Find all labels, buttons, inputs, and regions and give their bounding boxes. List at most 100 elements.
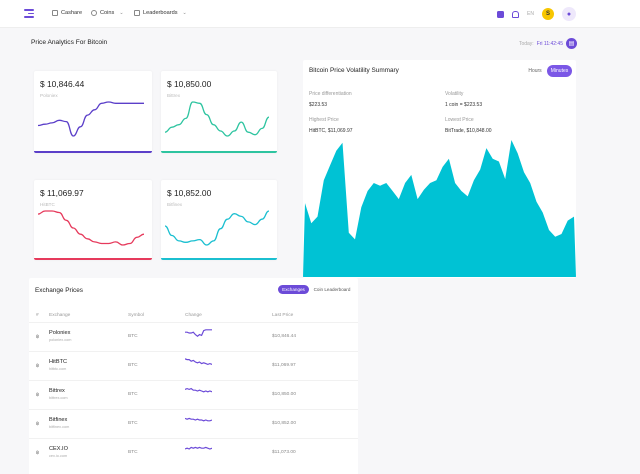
price-card-hitbtc[interactable]: $ 11,069.97 HitBTC <box>34 180 152 260</box>
sparkline-path <box>185 417 212 422</box>
price-card-bitfinex[interactable]: $ 10,852.00 Bitfinex <box>161 180 277 260</box>
price-sparkline <box>37 101 144 137</box>
stat-label: Volatility <box>445 91 464 97</box>
stat-label: Lowest Price <box>445 117 474 123</box>
exchange-last-price: $10,850.00 <box>272 392 297 397</box>
table-row[interactable]: ฿ CEX.IO cex.io.com BTC $11,073.00 <box>29 438 358 466</box>
change-sparkline <box>185 417 212 422</box>
stat-price-differentiation: Price differentiation $223.53 <box>309 91 352 108</box>
col-symbol[interactable]: Symbol <box>128 313 144 318</box>
exchange-url: poloniex.com <box>49 338 72 342</box>
price-sparkline <box>164 210 270 246</box>
nav-leaderboards[interactable]: Leaderboards ⌄ <box>134 10 187 16</box>
stat-value: BitTrade, $10,848.00 <box>445 128 492 134</box>
col-index: # <box>36 313 39 318</box>
price-sparkline <box>164 101 270 137</box>
top-right-actions: EN S ● <box>497 7 576 21</box>
nav-coins[interactable]: Coins ⌄ <box>91 10 124 16</box>
bitcoin-icon: ฿ <box>36 363 40 369</box>
date-label: Today: <box>518 40 534 47</box>
dashboard-icon <box>52 10 58 16</box>
tab-exchanges[interactable]: Exchanges <box>278 285 309 294</box>
card-baseline <box>161 151 277 153</box>
wallet-icon[interactable] <box>497 10 505 18</box>
minutes-toggle[interactable]: Minutes <box>547 65 572 77</box>
stat-label: Highest Price <box>309 117 339 123</box>
exchange-name[interactable]: HitBTC <box>49 359 68 365</box>
volatility-title: Bitcoin Price Volatility Summary <box>309 67 399 74</box>
bell-icon[interactable] <box>512 10 520 18</box>
price-card-bittrex[interactable]: $ 10,850.00 Bittrex <box>161 71 277 153</box>
exchange-url: hitbtc.com <box>49 367 67 371</box>
card-exchange: Poloniex <box>40 93 58 98</box>
leaderboard-icon <box>134 10 140 16</box>
card-price: $ 10,846.44 <box>40 79 85 89</box>
calendar-icon[interactable]: ▤ <box>566 38 577 49</box>
exchange-name[interactable]: Bitfinex <box>49 417 68 423</box>
price-sparkline <box>37 210 145 246</box>
sparkline-path <box>185 387 212 393</box>
date-time: Fri 11:42:45 <box>536 40 563 47</box>
exchange-prices-panel: Exchange Prices Exchanges Coin Leaderboa… <box>29 278 358 474</box>
card-baseline <box>161 258 277 260</box>
exchange-name[interactable]: Poloniex <box>49 330 71 336</box>
date-display: Today: Fri 11:42:45 ▤ <box>519 38 577 49</box>
col-last-price[interactable]: Last Price <box>272 313 294 318</box>
nav-cashare[interactable]: Cashare <box>52 10 82 16</box>
price-card-poloniex[interactable]: $ 10,846.44 Poloniex <box>34 71 152 153</box>
stat-volatility: Volatility 1 coin = $223.53 <box>445 91 482 108</box>
bitcoin-icon: ฿ <box>36 450 40 456</box>
hours-toggle[interactable]: Hours <box>528 68 542 74</box>
change-sparkline <box>185 358 212 366</box>
exchange-symbol: BTC <box>128 363 138 368</box>
card-baseline <box>34 151 152 153</box>
exchange-prices-title: Exchange Prices <box>35 287 83 294</box>
exchange-symbol: BTC <box>128 421 138 426</box>
col-exchange[interactable]: Exchange <box>49 313 71 318</box>
nav-coins-label: Coins <box>100 10 115 16</box>
menu-icon[interactable] <box>24 9 34 18</box>
chevron-down-icon: ⌄ <box>119 10 124 16</box>
card-price: $ 11,069.97 <box>40 188 84 198</box>
sparkline-path <box>164 210 270 246</box>
stat-highest-price: Highest Price HitBTC, $11,069.97 <box>309 117 353 134</box>
col-change[interactable]: Change <box>185 313 202 318</box>
top-bar: Cashare Coins ⌄ Leaderboards ⌄ EN S ● <box>0 0 640 28</box>
language-selector[interactable]: EN <box>527 11 534 17</box>
change-sparkline <box>185 329 212 337</box>
sparkline-path <box>164 101 270 137</box>
table-row[interactable]: ฿ Bittrex bittrex.com BTC $10,850.00 <box>29 380 358 408</box>
exchange-last-price: $10,852.00 <box>272 421 297 426</box>
chevron-down-icon: ⌄ <box>182 10 187 16</box>
change-sparkline <box>185 446 212 450</box>
sparkline-path <box>37 101 144 137</box>
exchange-symbol: BTC <box>128 392 138 397</box>
bitcoin-icon: ฿ <box>36 334 40 340</box>
page-title: Price Analytics For Bitcoin <box>31 39 108 46</box>
card-price: $ 10,852.00 <box>167 188 212 198</box>
table-row[interactable]: ฿ Poloniex poloniex.com BTC $10,846.44 <box>29 322 358 350</box>
card-exchange: Bitfinex <box>167 202 183 207</box>
stat-value: $223.53 <box>309 102 328 108</box>
user-icon[interactable]: ● <box>562 7 576 21</box>
volatility-summary-panel: Bitcoin Price Volatility Summary Hours M… <box>303 60 576 278</box>
exchange-symbol: BTC <box>128 334 138 339</box>
card-exchange: HitBTC <box>40 202 55 207</box>
exchange-name[interactable]: Bittrex <box>49 388 65 394</box>
exchange-name[interactable]: CEX.IO <box>49 446 68 452</box>
card-baseline <box>34 258 152 260</box>
nav-leaderboards-label: Leaderboards <box>143 10 178 16</box>
bitcoin-icon: ฿ <box>36 421 40 427</box>
exchange-url: bitfinex.com <box>49 425 70 429</box>
bitcoin-icon: ฿ <box>36 392 40 398</box>
coin-icon <box>91 10 97 16</box>
tab-coin-leaderboard[interactable]: Coin Leaderboard <box>313 287 351 292</box>
nav-cashare-label: Cashare <box>61 10 83 16</box>
coin-badge[interactable]: S <box>542 8 554 20</box>
table-row[interactable]: ฿ HitBTC hitbtc.com BTC $11,069.97 <box>29 351 358 379</box>
exchange-url: bittrex.com <box>49 396 68 400</box>
stat-lowest-price: Lowest Price BitTrade, $10,848.00 <box>445 117 492 134</box>
volatility-area-chart <box>303 140 576 277</box>
table-row[interactable]: ฿ Bitfinex bitfinex.com BTC $10,852.00 <box>29 409 358 437</box>
sparkline-path <box>185 358 212 366</box>
